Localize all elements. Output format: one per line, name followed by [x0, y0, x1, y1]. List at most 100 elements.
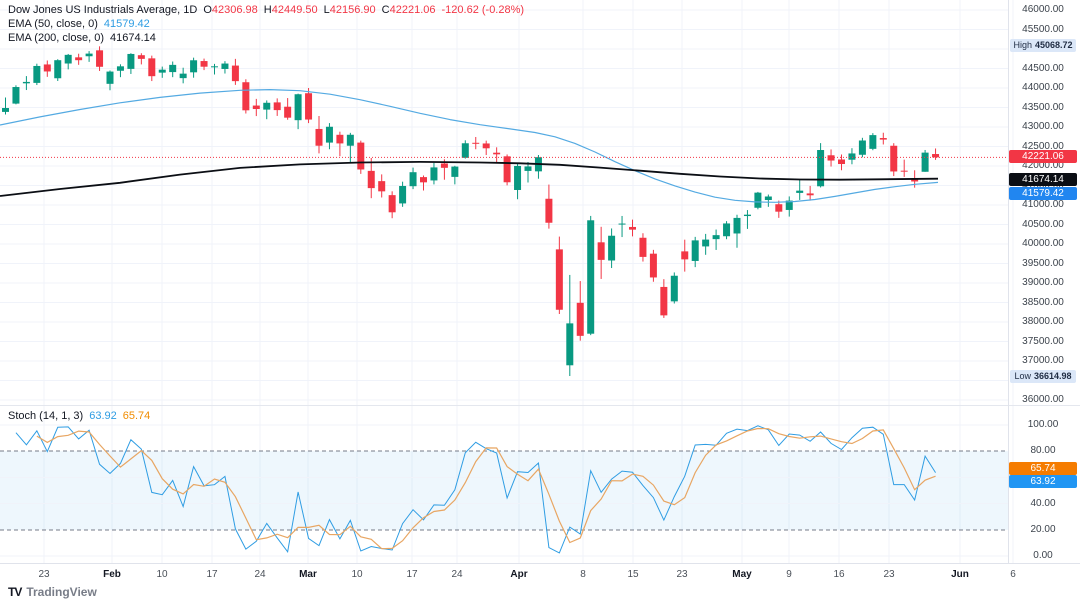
candle[interactable] — [472, 136, 480, 150]
candle[interactable] — [346, 132, 354, 164]
candle[interactable] — [879, 132, 887, 145]
candle[interactable] — [785, 196, 793, 217]
candle[interactable] — [12, 85, 20, 105]
candle[interactable] — [702, 233, 710, 255]
candle[interactable] — [670, 272, 678, 304]
candle[interactable] — [116, 64, 124, 78]
candle[interactable] — [85, 51, 93, 62]
candle[interactable] — [869, 133, 877, 151]
candle[interactable] — [315, 116, 323, 154]
candle[interactable] — [890, 143, 898, 177]
candle[interactable] — [514, 163, 522, 200]
candle[interactable] — [545, 184, 553, 229]
stoch-legend-row[interactable]: Stoch (14, 1, 3) 63.92 65.74 — [8, 410, 150, 422]
ema200-line[interactable] — [0, 160, 939, 197]
symbol-legend-row[interactable]: Dow Jones US Industrials Average, 1D O423… — [8, 4, 524, 17]
candle[interactable] — [252, 98, 260, 117]
candle[interactable] — [597, 226, 605, 279]
candle[interactable] — [2, 97, 9, 115]
candle[interactable] — [137, 53, 145, 65]
candle[interactable] — [932, 148, 940, 160]
tradingview-logo[interactable]: TV TradingView — [8, 585, 97, 599]
candle[interactable] — [305, 88, 313, 124]
candle[interactable] — [817, 143, 825, 188]
candle[interactable] — [493, 147, 501, 164]
candle[interactable] — [242, 79, 250, 114]
candle[interactable] — [764, 194, 772, 207]
candle[interactable] — [22, 76, 30, 91]
candle[interactable] — [503, 154, 511, 186]
candle[interactable] — [723, 221, 731, 240]
stoch-d-line[interactable] — [36, 427, 936, 550]
candle[interactable] — [796, 179, 804, 200]
candle[interactable] — [64, 53, 72, 70]
candle[interactable] — [43, 60, 51, 77]
candle[interactable] — [461, 140, 469, 159]
candle[interactable] — [158, 66, 166, 78]
candle[interactable] — [179, 67, 187, 84]
candle[interactable] — [534, 155, 542, 179]
candle[interactable] — [190, 57, 198, 78]
ema50-line[interactable] — [0, 88, 939, 203]
candle[interactable] — [712, 229, 720, 250]
candle[interactable] — [858, 137, 866, 158]
candle[interactable] — [639, 233, 647, 262]
candle[interactable] — [649, 249, 657, 282]
candle[interactable] — [409, 167, 417, 190]
candle[interactable] — [848, 148, 856, 165]
candle[interactable] — [555, 236, 563, 315]
panel-separator[interactable] — [0, 405, 1080, 406]
candle[interactable] — [273, 98, 281, 116]
candle[interactable] — [733, 214, 741, 248]
candle[interactable] — [148, 55, 156, 82]
candle[interactable] — [660, 279, 668, 318]
candle[interactable] — [325, 123, 333, 150]
candle[interactable] — [806, 185, 814, 201]
candle[interactable] — [211, 63, 218, 75]
candle[interactable] — [451, 165, 459, 185]
time-scale[interactable]: 23 Feb 10 17 24 Mar 10 17 24 Apr 8 15 23 May 9 16 23 Jun 6 — [0, 563, 1080, 586]
candle[interactable] — [75, 53, 83, 65]
candle[interactable] — [294, 93, 302, 130]
candle[interactable] — [618, 215, 626, 238]
ema200-legend-row[interactable]: EMA (200, close, 0) 41674.14 — [8, 32, 524, 45]
candle[interactable] — [629, 219, 636, 237]
candle[interactable] — [587, 215, 595, 336]
candle[interactable] — [106, 70, 114, 91]
candle[interactable] — [900, 159, 908, 177]
candle[interactable] — [284, 98, 292, 120]
candle[interactable] — [681, 239, 689, 272]
candle[interactable] — [127, 53, 135, 74]
candle[interactable] — [482, 140, 490, 156]
candle[interactable] — [921, 149, 929, 172]
candle[interactable] — [399, 181, 407, 207]
candle[interactable] — [336, 131, 344, 157]
candle[interactable] — [169, 61, 177, 78]
candle[interactable] — [231, 58, 239, 85]
ema50-legend-row[interactable]: EMA (50, close, 0) 41579.42 — [8, 18, 524, 31]
candle[interactable] — [96, 46, 104, 71]
candle[interactable] — [54, 59, 62, 81]
candle[interactable] — [378, 174, 386, 198]
candle[interactable] — [743, 210, 751, 229]
candle[interactable] — [576, 281, 584, 341]
candle[interactable] — [566, 274, 574, 377]
candle[interactable] — [388, 191, 396, 219]
candle[interactable] — [33, 63, 41, 86]
candle[interactable] — [221, 61, 229, 74]
candle[interactable] — [775, 200, 783, 218]
candle[interactable] — [200, 58, 208, 71]
candle[interactable] — [367, 158, 375, 199]
candle[interactable] — [524, 162, 532, 183]
candle[interactable] — [608, 228, 616, 269]
candle[interactable] — [838, 154, 845, 171]
candle-body — [879, 138, 887, 140]
candle[interactable] — [430, 162, 438, 185]
candle[interactable] — [691, 236, 699, 268]
candle[interactable] — [827, 149, 835, 167]
candle[interactable] — [420, 175, 427, 191]
candle[interactable] — [263, 100, 271, 120]
candle[interactable] — [754, 191, 762, 210]
candle-body — [702, 239, 710, 247]
